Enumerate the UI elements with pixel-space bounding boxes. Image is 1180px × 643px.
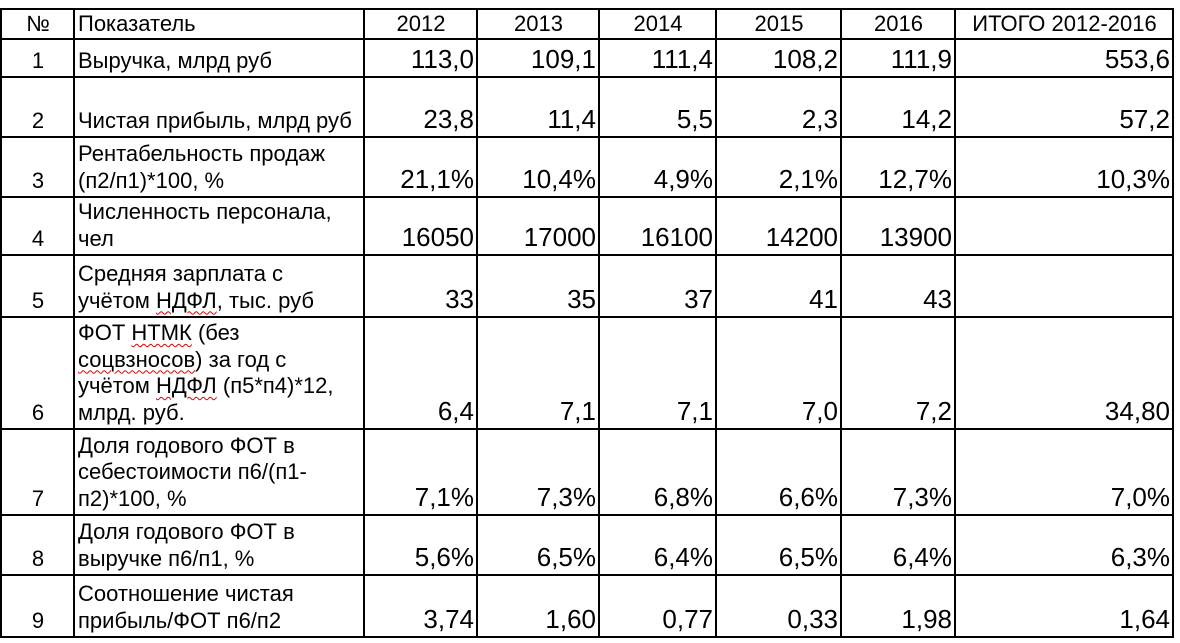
total-cell[interactable]: 553,6 [954, 38, 1174, 78]
table-row: 5 Средняя зарплата с учётом НДФЛ, тыс. ру… [0, 254, 1174, 318]
total-cell[interactable] [954, 196, 1174, 256]
value-cell[interactable]: 5,6% [363, 514, 478, 576]
value-cell[interactable]: 17000 [476, 196, 600, 256]
spellcheck-mark: соцвзносов [78, 346, 196, 372]
total-cell[interactable] [954, 254, 1174, 318]
header-total-cell[interactable]: ИТОГО 2012-2016 [954, 8, 1174, 40]
value-cell[interactable]: 11,4 [476, 76, 600, 138]
value-cell[interactable]: 7,2 [840, 316, 956, 430]
value-cell[interactable]: 13900 [840, 196, 956, 256]
row-number-cell[interactable]: 5 [0, 254, 75, 318]
indicator-name-cell[interactable]: Доля годового ФОТ в себестоимости п6/(п1… [73, 428, 365, 516]
value-cell[interactable]: 7,3% [476, 428, 600, 516]
value-cell[interactable]: 14,2 [840, 76, 956, 138]
value-cell[interactable]: 14200 [715, 196, 842, 256]
value-cell[interactable]: 7,0 [715, 316, 842, 430]
value-cell[interactable]: 7,1 [598, 316, 717, 430]
value-cell[interactable]: 37 [598, 254, 717, 318]
value-cell[interactable]: 111,9 [840, 38, 956, 78]
total-cell[interactable]: 6,3% [954, 514, 1174, 576]
value-cell[interactable]: 5,5 [598, 76, 717, 138]
table-row: 1 Выручка, млрд руб 113,0 109,1 111,4 108,2 11… [0, 38, 1174, 78]
header-year-cell[interactable]: 2014 [598, 8, 717, 40]
row-number-cell[interactable]: 6 [0, 316, 75, 430]
table-row: 2 Чистая прибыль, млрд руб 23,8 11,4 5,5 2,3 1… [0, 76, 1174, 138]
indicators-table: № Показатель 2012 2013 2014 2015 2016 ИТ… [0, 8, 1174, 638]
value-cell[interactable]: 6,8% [598, 428, 717, 516]
value-cell[interactable]: 109,1 [476, 38, 600, 78]
indicator-name-cell[interactable]: Средняя зарплата с учётом НДФЛ, тыс. руб [73, 254, 365, 318]
value-cell[interactable]: 43 [840, 254, 956, 318]
spellcheck-mark: НДФЛ [156, 287, 217, 313]
value-cell[interactable]: 0,77 [598, 574, 717, 638]
table-row: 3 Рентабельность продаж (п2/п1)*100, % 21,… [0, 136, 1174, 198]
table-row: 7 Доля годового ФОТ в себестоимости п6/(п… [0, 428, 1174, 516]
indicator-name-cell[interactable]: Численность персонала, чел [73, 196, 365, 256]
indicator-name-cell[interactable]: Доля годового ФОТ в выручке п6/п1, % [73, 514, 365, 576]
column-header-strip [0, 0, 1180, 8]
value-cell[interactable]: 1,98 [840, 574, 956, 638]
value-cell[interactable]: 111,4 [598, 38, 717, 78]
value-cell[interactable]: 16050 [363, 196, 478, 256]
indicator-name-cell[interactable]: Чистая прибыль, млрд руб [73, 76, 365, 138]
row-number-cell[interactable]: 8 [0, 514, 75, 576]
value-cell[interactable]: 6,4% [598, 514, 717, 576]
value-cell[interactable]: 41 [715, 254, 842, 318]
value-cell[interactable]: 33 [363, 254, 478, 318]
indicator-name-cell[interactable]: Рентабельность продаж (п2/п1)*100, % [73, 136, 365, 198]
table-row: 4 Численность персонала, чел 16050 17000 161… [0, 196, 1174, 256]
value-cell[interactable]: 23,8 [363, 76, 478, 138]
value-cell[interactable]: 10,4% [476, 136, 600, 198]
spellcheck-mark: НТМК [131, 320, 192, 345]
total-cell[interactable]: 57,2 [954, 76, 1174, 138]
value-cell[interactable]: 6,4% [840, 514, 956, 576]
value-cell[interactable]: 35 [476, 254, 600, 318]
indicator-name-cell[interactable]: ФОТ НТМК (без соцвзносов) за год с учёто… [73, 316, 365, 430]
value-cell[interactable]: 7,1 [476, 316, 600, 430]
value-cell[interactable]: 0,33 [715, 574, 842, 638]
value-cell[interactable]: 6,4 [363, 316, 478, 430]
value-cell[interactable]: 4,9% [598, 136, 717, 198]
header-year-cell[interactable]: 2013 [476, 8, 600, 40]
value-cell[interactable]: 6,6% [715, 428, 842, 516]
header-name-cell[interactable]: Показатель [73, 8, 365, 40]
value-cell[interactable]: 12,7% [840, 136, 956, 198]
table-row: 8 Доля годового ФОТ в выручке п6/п1, % 5,6… [0, 514, 1174, 576]
value-cell[interactable]: 6,5% [715, 514, 842, 576]
indicator-name-cell[interactable]: Выручка, млрд руб [73, 38, 365, 78]
row-number-cell[interactable]: 1 [0, 38, 75, 78]
table-row: 6 ФОТ НТМК (без соцвзносов) за год с учёт… [0, 316, 1174, 430]
total-cell[interactable]: 34,80 [954, 316, 1174, 430]
spellcheck-mark: НДФЛ [156, 373, 217, 398]
value-cell[interactable]: 7,3% [840, 428, 956, 516]
header-year-cell[interactable]: 2016 [840, 8, 956, 40]
value-cell[interactable]: 1,60 [476, 574, 600, 638]
row-number-cell[interactable]: 3 [0, 136, 75, 198]
row-number-cell[interactable]: 2 [0, 76, 75, 138]
total-cell[interactable]: 7,0% [954, 428, 1174, 516]
total-cell[interactable]: 10,3% [954, 136, 1174, 198]
value-cell[interactable]: 16100 [598, 196, 717, 256]
indicator-name-cell[interactable]: Соотношение чистая прибыль/ФОТ п6/п2 [73, 574, 365, 638]
header-num-cell[interactable]: № [0, 8, 75, 40]
header-year-cell[interactable]: 2015 [715, 8, 842, 40]
header-year-cell[interactable]: 2012 [363, 8, 478, 40]
row-number-cell[interactable]: 4 [0, 196, 75, 256]
row-number-cell[interactable]: 7 [0, 428, 75, 516]
header-row: № Показатель 2012 2013 2014 2015 2016 ИТ… [0, 8, 1174, 40]
table-row: 9 Соотношение чистая прибыль/ФОТ п6/п2 3,7… [0, 574, 1174, 638]
value-cell[interactable]: 2,1% [715, 136, 842, 198]
value-cell[interactable]: 108,2 [715, 38, 842, 78]
value-cell[interactable]: 113,0 [363, 38, 478, 78]
value-cell[interactable]: 3,74 [363, 574, 478, 638]
value-cell[interactable]: 2,3 [715, 76, 842, 138]
row-number-cell[interactable]: 9 [0, 574, 75, 638]
value-cell[interactable]: 6,5% [476, 514, 600, 576]
value-cell[interactable]: 7,1% [363, 428, 478, 516]
value-cell[interactable]: 21,1% [363, 136, 478, 198]
total-cell[interactable]: 1,64 [954, 574, 1174, 638]
